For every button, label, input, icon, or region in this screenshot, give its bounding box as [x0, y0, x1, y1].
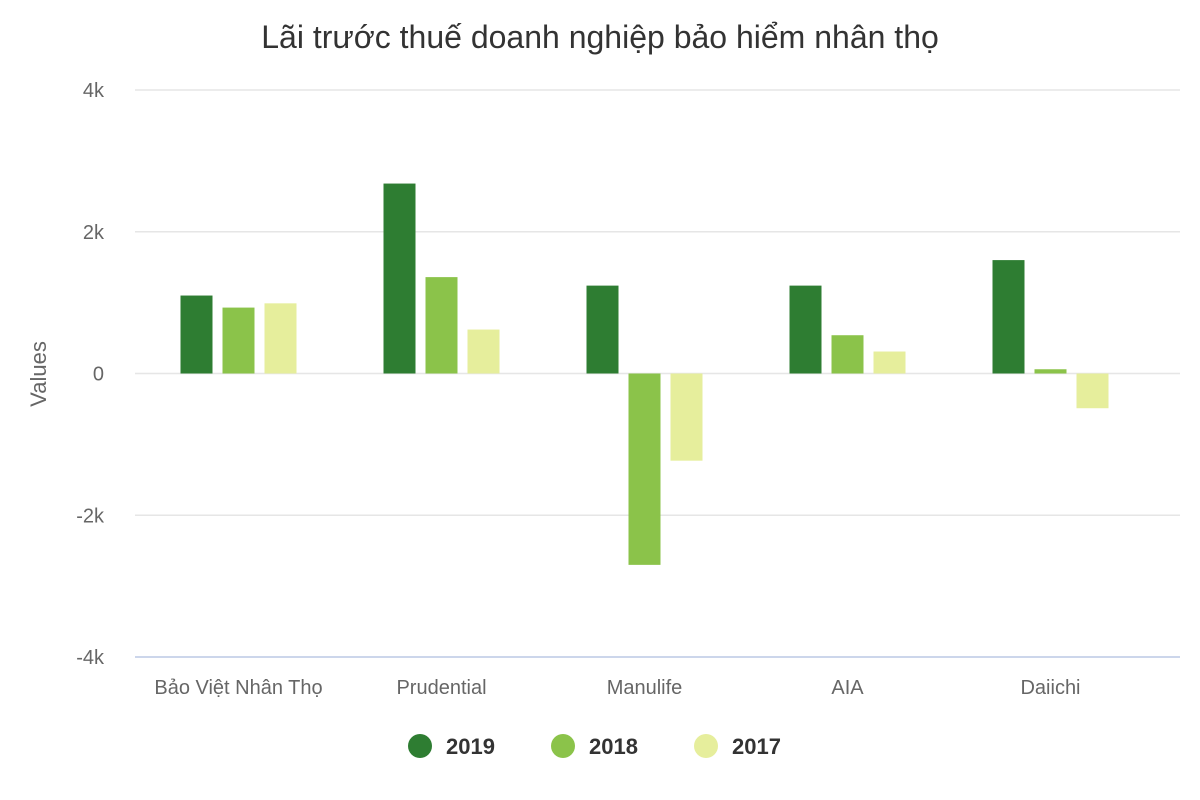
- bars: [180, 183, 1109, 565]
- bar-2018-1[interactable]: [425, 277, 458, 374]
- x-tick-label: Manulife: [607, 677, 683, 699]
- legend-item-2019[interactable]: 2019: [408, 734, 495, 759]
- bar-2018-4[interactable]: [1034, 369, 1067, 374]
- y-axis-ticks: 4k 2k 0 -2k -4k: [76, 80, 105, 669]
- bar-2019-3[interactable]: [789, 285, 822, 374]
- bar-2019-1[interactable]: [383, 183, 416, 374]
- legend-swatch: [408, 734, 432, 758]
- legend-label: 2017: [732, 734, 781, 759]
- bar-2017-4[interactable]: [1076, 373, 1109, 409]
- legend-item-2018[interactable]: 2018: [551, 734, 638, 759]
- bar-2019-0[interactable]: [180, 295, 213, 374]
- bar-2018-0[interactable]: [222, 307, 255, 374]
- x-tick-label: Daiichi: [1020, 677, 1080, 699]
- y-axis-title: Values: [26, 341, 51, 407]
- bar-2017-2[interactable]: [670, 373, 703, 461]
- legend-swatch: [551, 734, 575, 758]
- y-tick-label: -2k: [76, 505, 105, 527]
- bar-2019-2[interactable]: [586, 285, 619, 374]
- x-axis-ticks: Bảo Việt Nhân Thọ Prudential Manulife AIA Da…: [154, 677, 1080, 699]
- y-tick-label: 2k: [83, 222, 105, 244]
- bar-2019-4[interactable]: [992, 260, 1025, 374]
- chart-title: Lãi trước thuế doanh nghiệp bảo hiểm nhâ…: [261, 19, 939, 55]
- legend-label: 2019: [446, 734, 495, 759]
- legend-swatch: [694, 734, 718, 758]
- bar-2018-2[interactable]: [628, 373, 661, 565]
- x-tick-label: Bảo Việt Nhân Thọ: [154, 677, 322, 699]
- y-tick-label: -4k: [76, 647, 105, 669]
- x-tick-label: AIA: [831, 677, 864, 699]
- legend[interactable]: 2019 2018 2017: [408, 734, 781, 759]
- y-tick-label: 0: [93, 364, 104, 386]
- legend-label: 2018: [589, 734, 638, 759]
- x-tick-label: Prudential: [396, 677, 486, 699]
- y-tick-label: 4k: [83, 80, 105, 102]
- bar-2017-3[interactable]: [873, 351, 906, 374]
- bar-2017-0[interactable]: [264, 303, 297, 374]
- legend-item-2017[interactable]: 2017: [694, 734, 781, 759]
- bar-2018-3[interactable]: [831, 335, 864, 374]
- bar-2017-1[interactable]: [467, 329, 500, 374]
